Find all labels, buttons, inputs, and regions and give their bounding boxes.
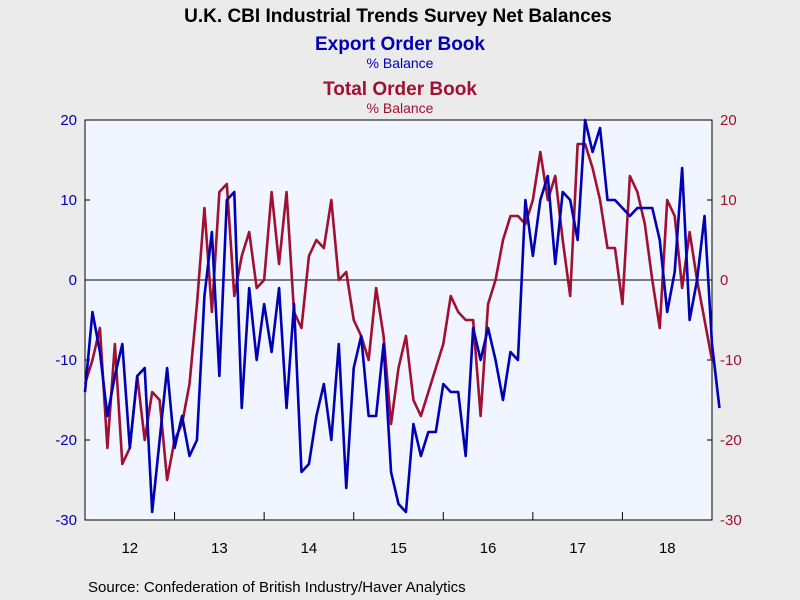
right-y-tick-label: 20 (720, 112, 737, 129)
right-y-tick-label: 10 (720, 192, 737, 209)
legend-total-name: Total Order Book (323, 79, 477, 100)
left-y-tick-label: 0 (69, 272, 77, 289)
left-y-tick-label: -10 (55, 352, 77, 369)
left-y-tick-label: 20 (60, 112, 77, 129)
legend-export-unit: % Balance (367, 55, 434, 71)
right-y-tick-label: -10 (720, 352, 742, 369)
x-tick-label: 16 (480, 540, 497, 557)
left-y-tick-label: 10 (60, 192, 77, 209)
x-axis: 12 13 14 15 16 17 18 (121, 512, 676, 557)
plot-area (84, 119, 713, 521)
export-order-book-line (83, 118, 721, 514)
x-tick-label: 14 (301, 540, 318, 557)
x-tick-label: 17 (569, 540, 586, 557)
left-y-axis: -30 -20 -10 0 10 20 (55, 112, 90, 529)
right-y-tick-label: 0 (720, 272, 728, 289)
legend-export-name: Export Order Book (315, 34, 485, 55)
left-y-tick-label: -20 (55, 432, 77, 449)
left-y-tick-label: -30 (55, 512, 77, 529)
right-y-axis: -30 -20 -10 0 10 20 (707, 112, 742, 529)
source-note: Source: Confederation of British Industr… (88, 579, 466, 596)
total-order-book-line (83, 142, 714, 482)
right-y-tick-label: -20 (720, 432, 742, 449)
x-tick-label: 12 (121, 540, 138, 557)
x-tick-label: 18 (659, 540, 676, 557)
chart-title: U.K. CBI Industrial Trends Survey Net Ba… (184, 6, 612, 27)
legend-total-unit: % Balance (367, 100, 434, 116)
x-tick-label: 15 (390, 540, 407, 557)
right-y-tick-label: -30 (720, 512, 742, 529)
x-tick-label: 13 (211, 540, 228, 557)
